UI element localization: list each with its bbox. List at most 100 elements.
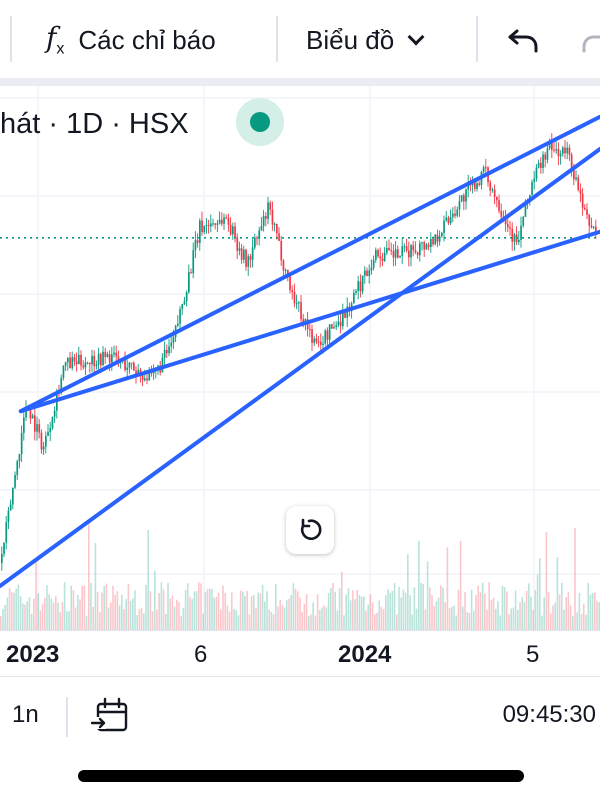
volume-bar bbox=[558, 594, 561, 630]
volume-bar bbox=[151, 611, 154, 630]
volume-bar bbox=[391, 590, 394, 630]
volume-bar bbox=[204, 591, 207, 630]
volume-bar bbox=[81, 586, 83, 630]
volume-bar bbox=[176, 599, 178, 630]
candle-body bbox=[256, 237, 258, 239]
volume-bar bbox=[563, 609, 565, 630]
volume-bar bbox=[547, 592, 550, 630]
volume-bar bbox=[299, 597, 301, 630]
market-status-indicator[interactable] bbox=[236, 98, 284, 146]
volume-bar bbox=[325, 607, 328, 630]
volume-bar bbox=[112, 585, 114, 630]
candle-body bbox=[278, 233, 280, 241]
time-axis[interactable]: 2023 6 2024 5 bbox=[0, 630, 600, 674]
candle-body bbox=[95, 364, 98, 367]
candle-body bbox=[595, 226, 597, 232]
volume-bar bbox=[576, 612, 578, 630]
volume-bar bbox=[404, 592, 407, 630]
candle-body bbox=[315, 338, 318, 342]
reset-chart-button[interactable] bbox=[286, 506, 334, 554]
candle-body bbox=[559, 153, 562, 157]
volume-bar bbox=[578, 592, 581, 630]
candle-body bbox=[328, 324, 331, 340]
volume-bar bbox=[242, 591, 244, 630]
calendar-goto-icon[interactable] bbox=[88, 695, 132, 739]
candle-body bbox=[183, 301, 186, 305]
candle-body bbox=[370, 267, 373, 271]
volume-bar bbox=[569, 605, 572, 630]
volume-bar bbox=[202, 613, 204, 630]
candle-body bbox=[146, 378, 148, 381]
undo-button[interactable] bbox=[506, 0, 540, 80]
candle-body bbox=[40, 432, 43, 450]
volume-bar bbox=[376, 612, 378, 630]
volume-bar bbox=[382, 609, 385, 630]
volume-bar bbox=[398, 586, 400, 630]
volume-bar bbox=[587, 582, 589, 630]
volume-bar bbox=[418, 540, 420, 630]
candle-body bbox=[168, 346, 170, 354]
volume-bar bbox=[532, 609, 534, 630]
volume-bar bbox=[508, 614, 510, 630]
candle-body bbox=[1, 553, 3, 563]
candle-body bbox=[333, 327, 335, 329]
candle-body bbox=[240, 248, 243, 260]
volume-bar bbox=[268, 609, 270, 630]
volume-bar bbox=[378, 600, 380, 630]
volume-bar bbox=[167, 582, 169, 630]
candle-body bbox=[14, 475, 16, 488]
price-chart[interactable] bbox=[0, 86, 600, 630]
volume-bar bbox=[259, 593, 262, 630]
candle-body bbox=[282, 260, 285, 271]
volume-bar bbox=[501, 585, 504, 630]
volume-bar bbox=[297, 591, 299, 630]
volume-bar bbox=[52, 602, 55, 630]
indicators-button[interactable]: fx Các chỉ báo bbox=[46, 0, 216, 80]
candle-body bbox=[71, 357, 74, 369]
symbol-legend[interactable]: hát · 1D · HSX bbox=[0, 104, 189, 144]
candle-body bbox=[496, 196, 498, 201]
candle-body bbox=[267, 202, 269, 219]
candle-body bbox=[421, 242, 423, 244]
volume-bar bbox=[61, 602, 64, 630]
range-1y-button[interactable]: 1n bbox=[12, 701, 39, 728]
candle-body bbox=[124, 359, 126, 371]
volume-bar bbox=[455, 615, 457, 630]
candle-body bbox=[141, 373, 144, 381]
volume-bar bbox=[44, 597, 46, 630]
chart-type-button[interactable]: Biểu đồ bbox=[306, 0, 425, 80]
volume-bar bbox=[37, 593, 39, 630]
candle-body bbox=[254, 237, 256, 248]
candle-body bbox=[504, 218, 507, 225]
volume-bar bbox=[488, 582, 490, 630]
candle-body bbox=[117, 356, 120, 361]
candle-body bbox=[432, 238, 434, 245]
volume-bar bbox=[33, 598, 35, 630]
candle-body bbox=[381, 258, 384, 262]
candle-body bbox=[386, 247, 388, 253]
volume-bar bbox=[66, 611, 68, 630]
candle-body bbox=[317, 341, 320, 343]
volume-bar bbox=[286, 600, 288, 630]
candle-body bbox=[227, 218, 230, 225]
volume-bar bbox=[303, 603, 306, 630]
candle-body bbox=[573, 170, 575, 180]
volume-bar bbox=[17, 584, 20, 630]
candle-body bbox=[225, 217, 228, 219]
volume-bar bbox=[74, 607, 77, 630]
candle-body bbox=[355, 291, 357, 293]
redo-arrow-icon bbox=[582, 35, 600, 53]
volume-bar bbox=[281, 605, 284, 630]
candle-body bbox=[335, 325, 338, 328]
volume-bar bbox=[0, 615, 2, 630]
candle-body bbox=[20, 432, 23, 455]
volume-bar bbox=[19, 596, 22, 630]
function-fx-icon: fx bbox=[46, 21, 65, 58]
candle-body bbox=[49, 428, 52, 433]
volume-bar bbox=[358, 595, 361, 630]
chart-pane[interactable] bbox=[0, 86, 600, 630]
candle-body bbox=[207, 224, 210, 227]
redo-button[interactable] bbox=[580, 0, 600, 80]
volume-bar bbox=[349, 600, 352, 630]
